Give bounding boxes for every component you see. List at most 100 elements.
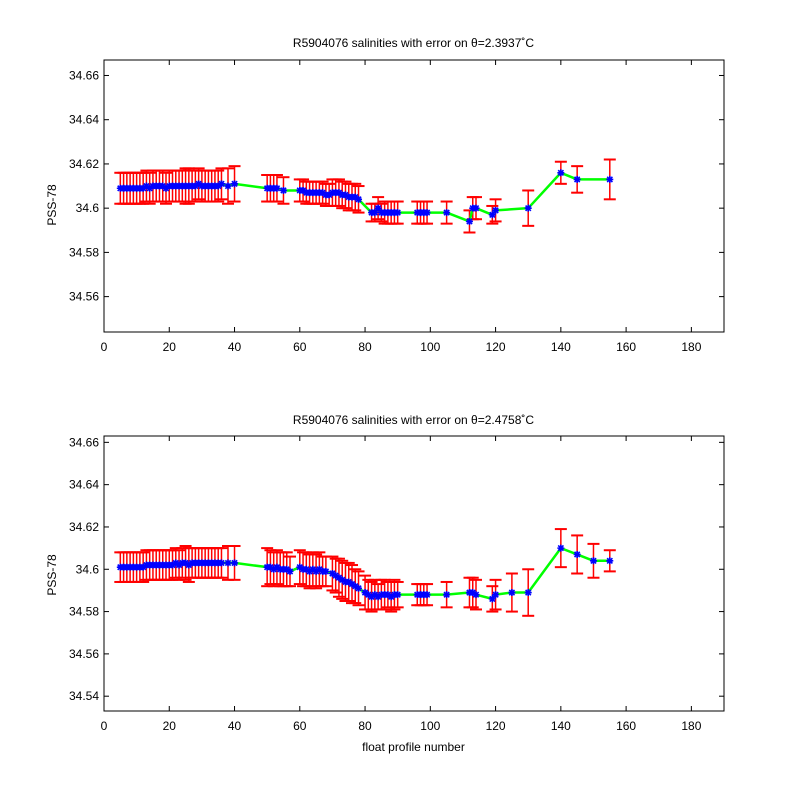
bottom-data-point-marker [332, 572, 340, 580]
bottom-data-point-marker [589, 557, 597, 565]
top-y-tick-label: 34.56 [69, 290, 99, 304]
bottom-data-point-marker [394, 591, 402, 599]
bottom-data-point-marker [371, 591, 379, 599]
bottom-data-point-marker [172, 559, 180, 567]
top-data-point-marker [492, 206, 500, 214]
top-data-point-marker [217, 180, 225, 188]
top-data-point-marker [224, 182, 232, 190]
bottom-x-tick-label: 60 [293, 719, 307, 733]
top-data-point-marker [374, 204, 382, 212]
top-data-point-marker [423, 209, 431, 217]
top-x-tick-label: 60 [293, 340, 307, 354]
top-x-tick-label: 180 [681, 340, 701, 354]
bottom-data-point-marker [368, 593, 376, 601]
bottom-data-point-marker [606, 557, 614, 565]
bottom-data-point-marker [322, 567, 330, 575]
bottom-data-point-marker [364, 591, 372, 599]
bottom-data-point-marker [345, 578, 353, 586]
bottom-data-point-marker [472, 591, 480, 599]
top-data-point-marker [488, 211, 496, 219]
bottom-data-point-marker [312, 567, 320, 575]
bottom-data-point-marker [557, 544, 565, 552]
bottom-data-point-marker [328, 570, 336, 577]
bottom-y-tick-label: 34.6 [76, 562, 100, 576]
top-x-tick-label: 0 [101, 340, 108, 354]
top-data-point-marker [159, 182, 167, 190]
bottom-data-point-marker [488, 595, 496, 603]
bottom-x-tick-label: 0 [101, 719, 108, 733]
top-data-point-marker [573, 175, 581, 183]
bottom-data-point-marker [355, 584, 363, 592]
top-markers [116, 169, 614, 225]
bottom-data-point-marker [469, 589, 477, 597]
top-y-tick-label: 34.64 [69, 113, 99, 127]
bottom-data-point-marker [573, 550, 581, 558]
top-x-tick-label: 140 [551, 340, 571, 354]
bottom-y-tick-label: 34.66 [69, 435, 99, 449]
top-data-point-marker [214, 182, 222, 190]
bottom-data-point-marker [338, 576, 346, 584]
bottom-x-tick-label: 100 [420, 719, 440, 733]
top-y-tick-label: 34.58 [69, 245, 99, 259]
top-data-point-marker [195, 180, 203, 188]
top-x-tick-label: 120 [486, 340, 506, 354]
bottom-data-point-marker [351, 582, 359, 590]
bottom-data-point-marker [273, 563, 281, 571]
bottom-chart-title: R5904076 salinities with error on θ=2.47… [293, 413, 534, 427]
top-x-tick-label: 160 [616, 340, 636, 354]
bottom-x-tick-label: 40 [228, 719, 242, 733]
top-data-point-marker [557, 169, 565, 177]
top-data-point-marker [341, 191, 349, 199]
bottom-data-point-marker [309, 565, 317, 573]
top-x-tick-label: 100 [420, 340, 440, 354]
bottom-x-tick-label: 120 [486, 719, 506, 733]
top-data-point-marker [162, 184, 170, 192]
bottom-data-point-marker [175, 561, 183, 569]
top-data-point-marker [355, 195, 363, 203]
top-y-tick-label: 34.62 [69, 157, 99, 171]
top-panel: R5904076 salinities with error on θ=2.39… [45, 36, 725, 354]
bottom-x-tick-label: 20 [163, 719, 177, 733]
bottom-x-tick-label: 160 [616, 719, 636, 733]
top-data-point-marker [146, 184, 154, 192]
top-data-point-marker [191, 182, 199, 190]
bottom-y-tick-label: 34.58 [69, 605, 99, 619]
top-data-point-marker [443, 209, 451, 217]
bottom-panel: R5904076 salinities with error on θ=2.47… [45, 413, 725, 754]
top-chart-title: R5904076 salinities with error on θ=2.39… [293, 36, 534, 50]
top-data-point-marker [142, 182, 150, 190]
top-data-point-marker [472, 204, 480, 212]
bottom-data-point-marker [315, 565, 323, 573]
bottom-data-point-marker [443, 591, 451, 599]
top-data-point-marker [231, 180, 239, 188]
bottom-data-point-marker [185, 561, 193, 569]
bottom-data-point-marker [374, 593, 382, 601]
top-data-point-marker [335, 189, 343, 197]
bottom-data-point-marker [139, 563, 147, 571]
bottom-markers [116, 544, 614, 603]
top-data-point-marker [606, 175, 614, 183]
bottom-data-point-marker [286, 567, 294, 575]
bottom-data-point-marker [387, 593, 395, 601]
top-plot-frame [103, 59, 725, 333]
bottom-data-point-marker [348, 580, 356, 588]
bottom-x-tick-label: 80 [358, 719, 372, 733]
bottom-data-point-marker [296, 563, 304, 571]
top-y-tick-label: 34.66 [69, 68, 99, 82]
top-data-point-marker [299, 186, 307, 194]
bottom-ticks: 0 20 40 60 80 100 120 140 160 180 34.54 34.56 34.58 3… [69, 435, 724, 733]
bottom-data-point-marker [182, 559, 190, 567]
top-data-point-marker [325, 191, 333, 199]
bottom-data-point-marker [306, 567, 314, 575]
bottom-x-axis-label: float profile number [362, 740, 465, 754]
bottom-data-point-marker [283, 565, 291, 573]
bottom-data-point-marker [361, 589, 369, 597]
top-data-point-marker [351, 193, 359, 201]
bottom-data-point-marker [335, 574, 343, 582]
top-ticks: 0 20 40 60 80 100 120 140 160 180 34.56 34.58 34.6 34… [69, 60, 724, 354]
top-y-tick-label: 34.6 [76, 201, 100, 215]
bottom-y-tick-label: 34.56 [69, 647, 99, 661]
bottom-data-point-marker [524, 589, 532, 597]
